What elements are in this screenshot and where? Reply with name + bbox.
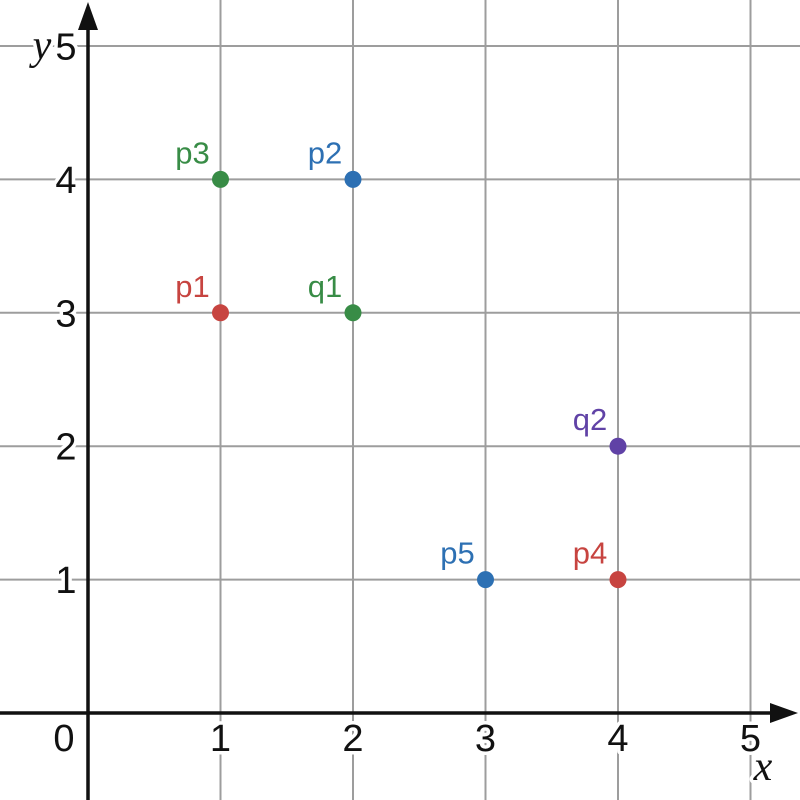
data-point — [212, 170, 229, 188]
data-point-label: q2 — [573, 402, 607, 437]
y-tick-label: 2 — [55, 427, 76, 469]
origin-label: 0 — [53, 718, 74, 760]
data-point-label: p3 — [175, 135, 209, 170]
data-point-label: p1 — [175, 269, 209, 304]
x-tick-label: 4 — [607, 718, 628, 760]
x-tick-label: 3 — [475, 718, 496, 760]
y-axis-arrowhead-icon — [78, 2, 98, 30]
data-point-label: p2 — [308, 135, 342, 170]
y-tick-label: 4 — [55, 160, 76, 202]
data-point — [609, 437, 627, 455]
data-point — [344, 170, 362, 188]
y-tick-label: 5 — [55, 27, 76, 69]
x-tick-label: 1 — [210, 718, 231, 760]
data-point-label: p4 — [573, 536, 607, 571]
x-tick-label: 5 — [740, 718, 761, 760]
data-point — [477, 571, 494, 589]
data-point-label: p5 — [440, 536, 474, 571]
data-point-label: q1 — [308, 269, 342, 304]
data-point — [609, 571, 627, 589]
x-tick-label: 2 — [342, 718, 363, 760]
y-tick-label: 1 — [55, 560, 76, 602]
y-axis-title: y — [29, 23, 52, 69]
data-point — [344, 304, 362, 322]
x-axis-title: x — [753, 744, 773, 790]
data-point — [212, 304, 229, 322]
x-axis-arrowhead-icon — [770, 703, 798, 723]
y-tick-label: 3 — [55, 293, 76, 335]
